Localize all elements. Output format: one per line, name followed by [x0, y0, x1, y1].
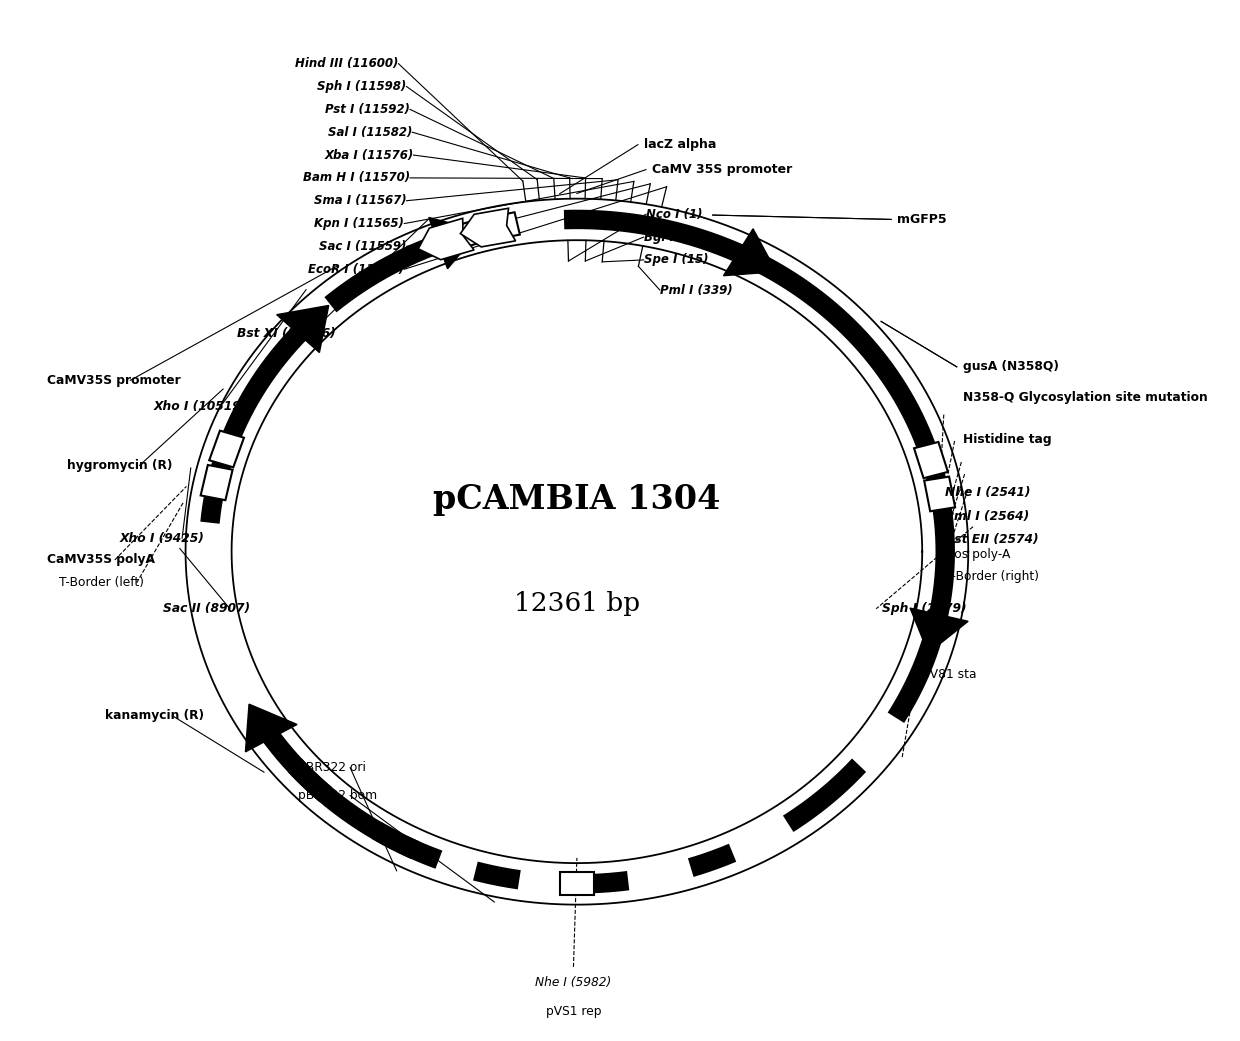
- Polygon shape: [910, 608, 968, 653]
- Text: Bam H I (11570): Bam H I (11570): [303, 172, 410, 184]
- Text: Bgl II (8): Bgl II (8): [644, 230, 701, 244]
- Text: Sma I (11567): Sma I (11567): [314, 195, 407, 207]
- Polygon shape: [246, 704, 298, 752]
- Text: Nos poly-A: Nos poly-A: [945, 549, 1011, 561]
- Text: Bst EII (2574): Bst EII (2574): [945, 533, 1039, 545]
- Text: Pml I (339): Pml I (339): [660, 283, 733, 297]
- Text: T-Border (left): T-Border (left): [60, 577, 144, 589]
- Text: Xho I (10519): Xho I (10519): [154, 400, 247, 413]
- Text: Pst I (11592): Pst I (11592): [325, 103, 410, 116]
- Text: CaMV35S promoter: CaMV35S promoter: [47, 374, 181, 387]
- Text: hygromycin (R): hygromycin (R): [67, 459, 172, 472]
- Text: Nco I (1): Nco I (1): [646, 208, 703, 221]
- Text: N358-Q Glycosylation site mutation: N358-Q Glycosylation site mutation: [962, 391, 1208, 405]
- Text: Nhe I (5982): Nhe I (5982): [536, 976, 611, 989]
- Text: Xho I (9425): Xho I (9425): [120, 532, 205, 544]
- Polygon shape: [429, 218, 480, 269]
- Text: CaMV35S polyA: CaMV35S polyA: [47, 554, 155, 566]
- Text: pCAMBIA 1304: pCAMBIA 1304: [433, 483, 720, 516]
- Text: Bst XI (11306): Bst XI (11306): [237, 327, 336, 340]
- Polygon shape: [418, 219, 474, 259]
- Text: Sac I (11559): Sac I (11559): [319, 239, 407, 253]
- Polygon shape: [460, 208, 516, 247]
- Polygon shape: [277, 305, 329, 353]
- Text: EcoR I (11549): EcoR I (11549): [308, 262, 404, 276]
- Text: Xba I (11576): Xba I (11576): [324, 149, 413, 161]
- Text: Sal I (11582): Sal I (11582): [327, 126, 413, 138]
- Polygon shape: [914, 442, 947, 478]
- Text: Spe I (15): Spe I (15): [644, 253, 708, 266]
- Text: pBR322 ori: pBR322 ori: [299, 761, 366, 775]
- Text: Pml I (2564): Pml I (2564): [945, 510, 1029, 523]
- Polygon shape: [481, 212, 520, 242]
- Text: 12361 bp: 12361 bp: [513, 591, 640, 616]
- Text: Hind III (11600): Hind III (11600): [295, 57, 398, 70]
- Text: T-Border (right): T-Border (right): [945, 570, 1039, 583]
- Text: Sph I (11598): Sph I (11598): [317, 80, 407, 93]
- Polygon shape: [201, 465, 233, 500]
- Polygon shape: [559, 872, 594, 895]
- Polygon shape: [443, 220, 484, 251]
- Polygon shape: [723, 229, 776, 276]
- Text: Kpn I (11565): Kpn I (11565): [315, 218, 404, 230]
- Polygon shape: [210, 431, 244, 467]
- Text: pV81 sta: pV81 sta: [923, 667, 977, 681]
- Text: Histidine tag: Histidine tag: [962, 433, 1052, 446]
- Text: pVS1 rep: pVS1 rep: [546, 1005, 601, 1018]
- Text: Sph I (2979): Sph I (2979): [882, 603, 966, 615]
- Text: kanamycin (R): kanamycin (R): [105, 709, 205, 722]
- Text: CaMV 35S promoter: CaMV 35S promoter: [652, 163, 792, 176]
- Text: lacZ alpha: lacZ alpha: [644, 138, 715, 151]
- Text: Sac II (8907): Sac II (8907): [162, 603, 249, 615]
- Text: gusA (N358Q): gusA (N358Q): [962, 360, 1059, 374]
- Text: pBR322 bom: pBR322 bom: [299, 789, 377, 803]
- Text: mGFP5: mGFP5: [897, 213, 946, 226]
- Polygon shape: [924, 477, 955, 511]
- Text: Nhe I (2541): Nhe I (2541): [945, 486, 1030, 499]
